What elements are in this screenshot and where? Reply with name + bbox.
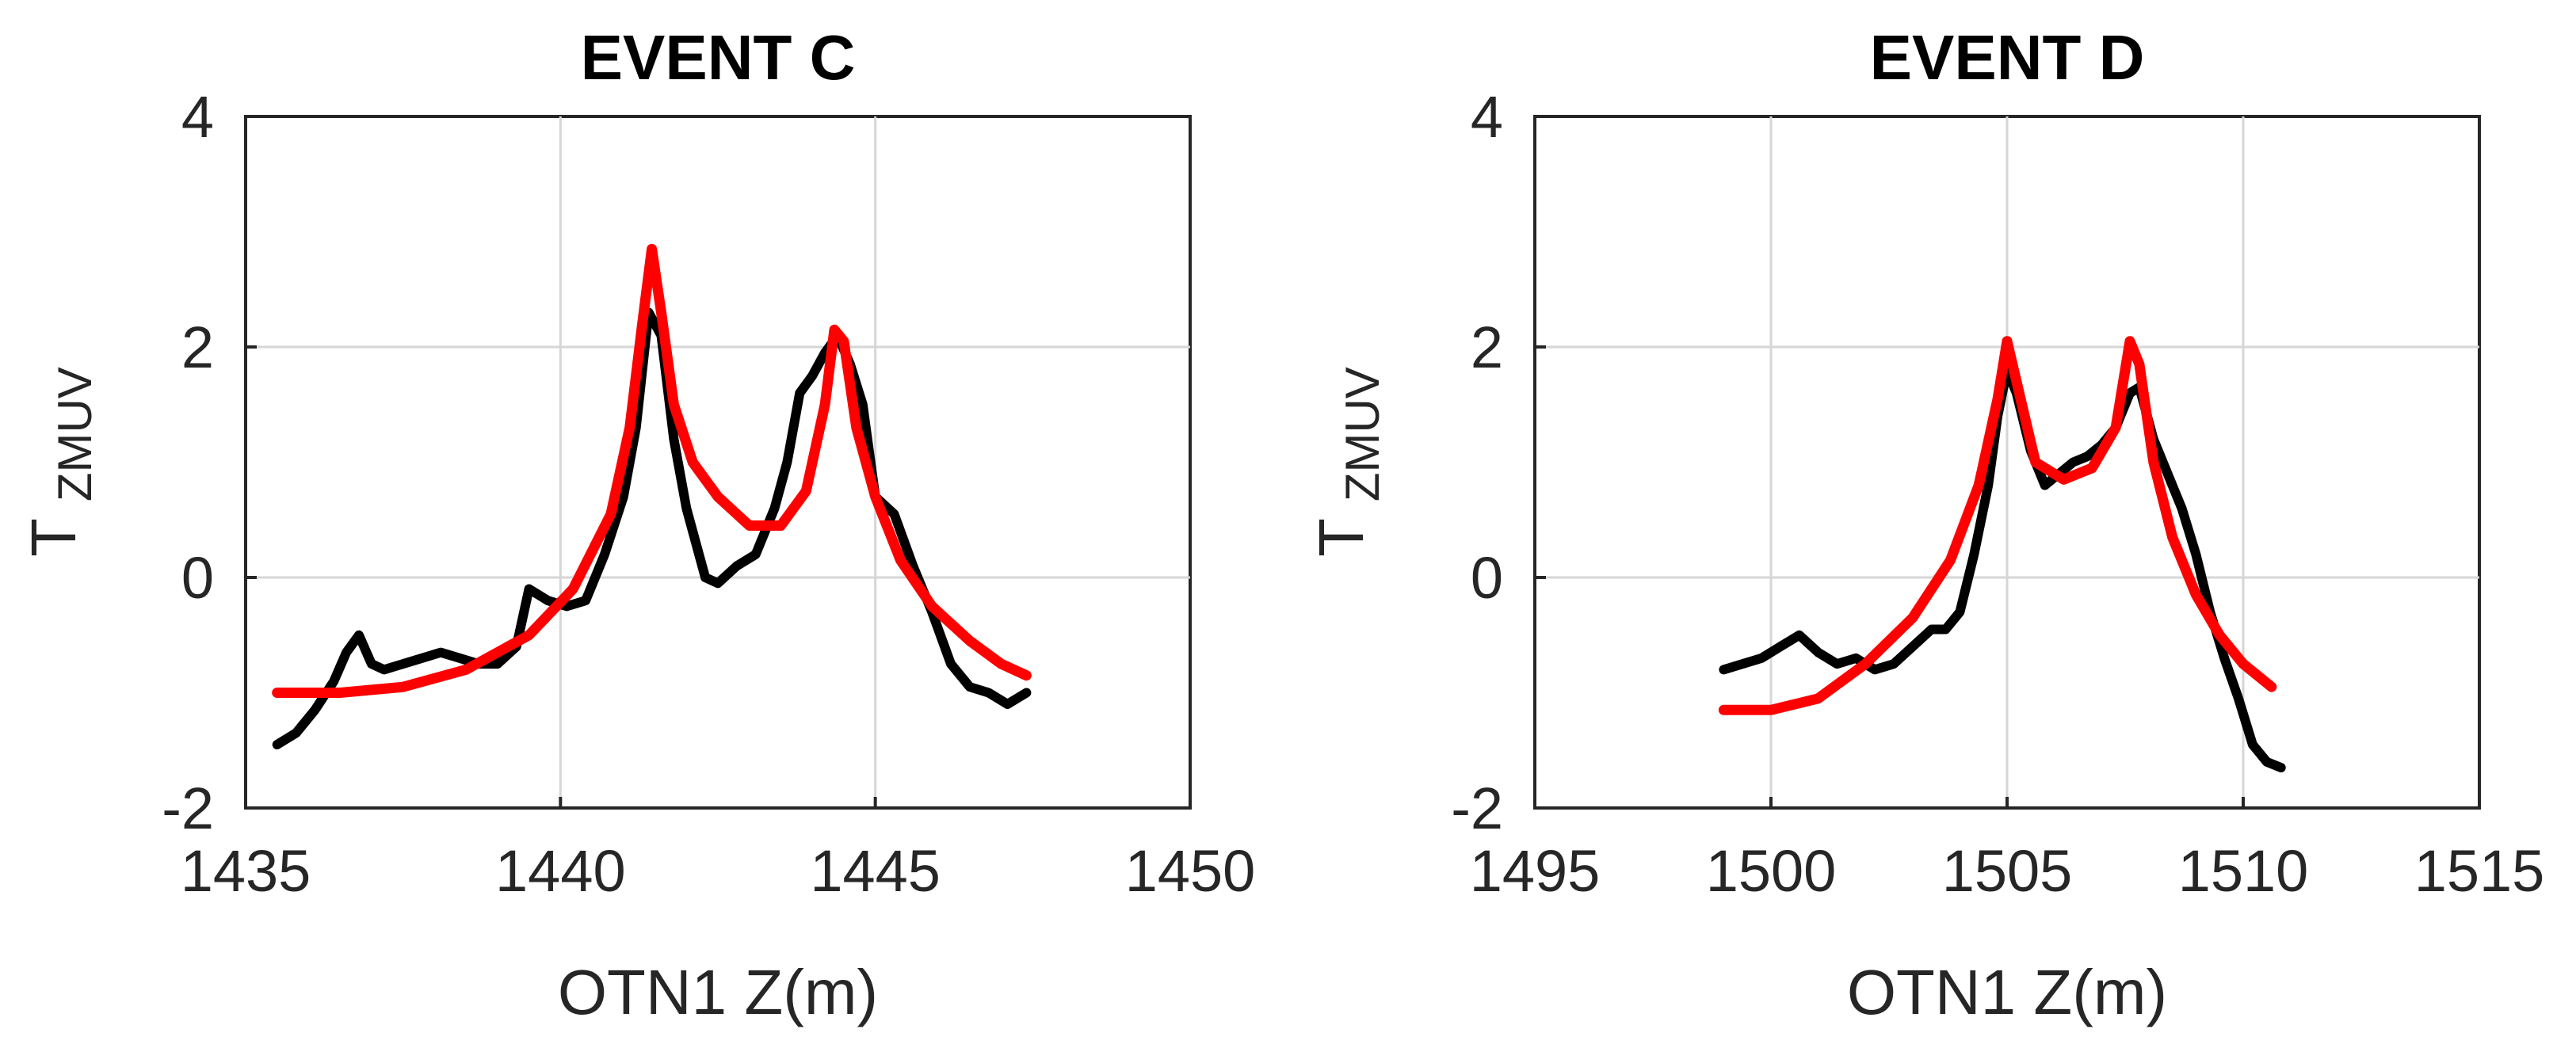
y-axis-label-main: T	[1306, 519, 1376, 557]
x-tick-label: 1515	[2414, 838, 2545, 904]
y-tick-label: -2	[162, 776, 214, 841]
panel-title: EVENT C	[581, 22, 856, 93]
x-tick-label: 1505	[1942, 838, 2073, 904]
x-tick-label: 1500	[1706, 838, 1837, 904]
fit-series-line	[272, 243, 1032, 698]
y-axis-label-subscript: ZMUV	[48, 367, 101, 501]
panel-title: EVENT D	[1870, 22, 2145, 93]
fit-series-line	[1718, 336, 2277, 715]
x-axis-label: OTN1 Z(m)	[558, 957, 878, 1027]
y-tick-label: 2	[181, 314, 214, 380]
x-tick-label: 1440	[495, 838, 626, 904]
panel-event-d: 1495 1500 1505 1510 1515 -2 0 2 4 EVENT D OTN1 Z…	[1306, 22, 2544, 1027]
y-axis-label-main: T	[18, 519, 89, 557]
x-tick-label: 1450	[1125, 838, 1256, 904]
y-tick-label: 0	[181, 545, 214, 611]
series-layer	[1718, 336, 2286, 773]
y-tick-label: 4	[1471, 84, 1503, 150]
y-axis-label-subscript: ZMUV	[1336, 367, 1389, 501]
y-tick-label: 4	[181, 84, 214, 150]
y-tick-label: 0	[1471, 545, 1503, 611]
y-tick-label: 2	[1471, 314, 1503, 380]
y-axis-label: T ZMUV	[18, 367, 101, 557]
y-axis-label: T ZMUV	[1306, 367, 1389, 557]
x-tick-label: 1510	[2178, 838, 2309, 904]
x-tick-label: 1495	[1470, 838, 1601, 904]
x-tick-label: 1445	[810, 838, 941, 904]
tick-layer: 1495 1500 1505 1510 1515 -2 0 2 4	[1451, 84, 2544, 904]
y-tick-label: -2	[1451, 776, 1503, 841]
plot-area	[244, 115, 1192, 810]
tick-layer: 1435 1440 1445 1450 -2 0 2 4	[162, 84, 1255, 904]
series-layer	[272, 243, 1032, 749]
x-tick-label: 1435	[181, 838, 311, 904]
x-axis-label: OTN1 Z(m)	[1847, 957, 2167, 1027]
